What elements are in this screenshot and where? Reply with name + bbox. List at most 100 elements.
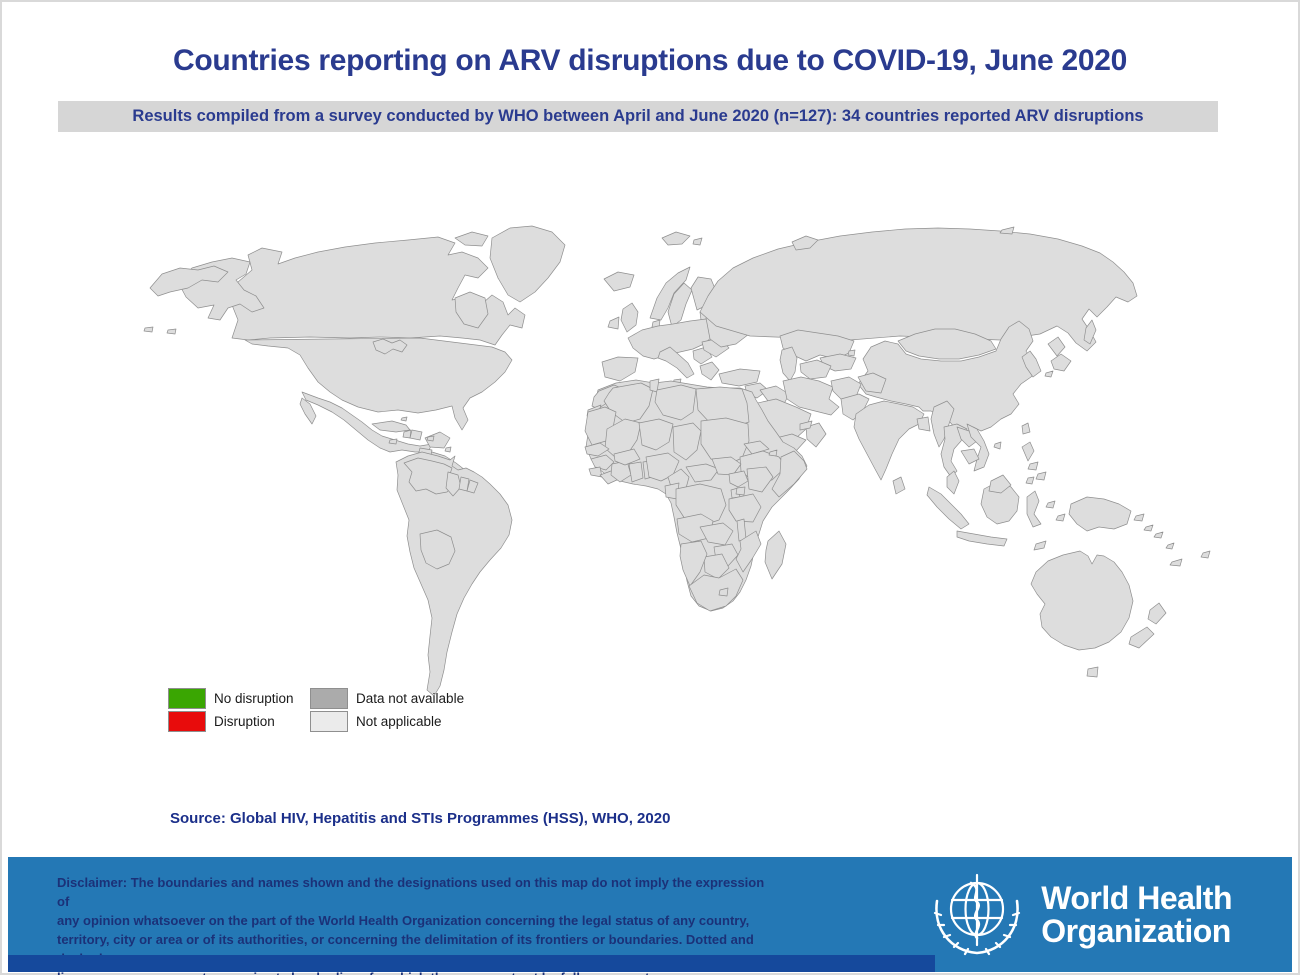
region-maluku xyxy=(1055,513,1066,522)
legend-item-not-applicable: Not applicable xyxy=(310,711,442,732)
region-puerto-rico xyxy=(426,435,435,442)
region-lesotho xyxy=(718,587,729,597)
who-wordmark-line1: World Health xyxy=(1041,880,1232,916)
region-dominican-republic xyxy=(409,429,423,441)
region-vanuatu xyxy=(1165,542,1175,550)
not-applicable-swatch xyxy=(310,711,348,732)
region-haiti xyxy=(402,429,412,439)
region-new-zealand xyxy=(1147,602,1167,625)
region-philippines xyxy=(1027,461,1039,471)
region-vietnam xyxy=(966,423,990,472)
source-line: Source: Global HIV, Hepatitis and STIs P… xyxy=(170,810,671,827)
region-new-britain xyxy=(1133,513,1145,522)
region-libya xyxy=(654,384,697,421)
region-sulawesi xyxy=(1026,490,1042,528)
region-yucatan xyxy=(424,431,451,449)
region-south-sudan xyxy=(711,456,742,476)
legend-label: Data not available xyxy=(356,691,465,706)
hudson-bay xyxy=(454,291,489,329)
legend-item-no-disruption: No disruption xyxy=(168,688,294,709)
disruption-swatch xyxy=(168,711,206,732)
region-japan xyxy=(1044,370,1054,378)
great-lakes xyxy=(372,338,408,355)
region-baja xyxy=(299,397,317,425)
region-guinea xyxy=(590,454,615,471)
legend-item-disruption: Disruption xyxy=(168,711,275,732)
world-map-svg xyxy=(143,225,1211,697)
region-borneo-north xyxy=(988,474,1012,494)
region-guyana xyxy=(445,471,462,497)
region-niger xyxy=(638,418,674,451)
region-hainan xyxy=(993,441,1002,450)
no-disruption-swatch xyxy=(168,688,206,709)
region-india xyxy=(853,400,925,481)
region-senegal xyxy=(584,442,610,457)
region-mexico xyxy=(301,391,433,453)
region-tajikistan-kashmir xyxy=(857,372,887,394)
region-java xyxy=(956,530,1008,547)
region-greenland xyxy=(489,225,566,303)
region-new-siberian-islands xyxy=(999,226,1015,235)
region-mozambique xyxy=(735,530,762,573)
region-sakhalin xyxy=(1083,319,1097,345)
region-tasmania xyxy=(1086,666,1099,678)
region-solomon-islands xyxy=(1153,531,1164,539)
region-cuba xyxy=(371,420,411,433)
region-egypt xyxy=(695,386,750,429)
who-wordmark: World Health Organization xyxy=(1041,882,1232,948)
region-uae xyxy=(799,420,813,431)
who-emblem-icon xyxy=(934,873,1021,956)
who-logo: World Health Organization xyxy=(927,867,1232,963)
region-greece xyxy=(699,361,720,381)
region-south-africa xyxy=(688,568,744,612)
region-burkina-faso xyxy=(613,448,641,466)
region-botswana xyxy=(703,553,730,580)
aral-sea xyxy=(847,349,856,357)
region-japan xyxy=(1050,353,1072,372)
footer-band: Disclaimer: The boundaries and names sho… xyxy=(8,857,1292,975)
region-philippines xyxy=(1035,471,1047,481)
footer-accent-strip xyxy=(8,955,935,972)
region-car xyxy=(685,463,720,483)
region-aleutians xyxy=(143,326,154,333)
region-ireland xyxy=(607,316,620,330)
region-japan xyxy=(1047,336,1066,357)
region-uganda xyxy=(728,470,749,488)
region-somalia xyxy=(771,450,808,498)
region-lesser-antilles xyxy=(444,446,452,453)
region-turkey xyxy=(718,368,761,387)
region-malaysia xyxy=(946,470,960,495)
region-dr-congo xyxy=(675,483,727,527)
region-djibouti xyxy=(768,449,778,457)
region-philippines xyxy=(1025,476,1035,485)
region-madagascar xyxy=(764,530,787,580)
region-canada-arctic xyxy=(454,231,489,247)
region-chukotka xyxy=(149,265,229,297)
region-novaya-zemlya xyxy=(791,235,819,251)
region-bolivia xyxy=(419,529,456,570)
region-tanzania xyxy=(728,493,762,523)
region-new-zealand xyxy=(1128,626,1155,649)
region-zambia xyxy=(699,522,734,546)
region-kenya xyxy=(746,466,774,493)
region-oman xyxy=(805,422,827,448)
region-philippines xyxy=(1021,441,1035,462)
region-china xyxy=(857,320,1040,435)
legend-label: No disruption xyxy=(214,691,294,706)
region-aleutians xyxy=(166,328,177,335)
region-mongolia xyxy=(897,328,997,360)
no-data-swatch xyxy=(310,688,348,709)
region-canada xyxy=(229,236,526,346)
region-norway xyxy=(649,266,691,321)
region-fiji xyxy=(1200,550,1211,559)
world-map xyxy=(65,150,1235,770)
region-chad xyxy=(672,422,702,461)
region-italy xyxy=(657,346,695,379)
region-myanmar xyxy=(930,400,955,448)
region-south-america xyxy=(395,451,513,697)
region-solomon-islands xyxy=(1143,524,1154,532)
region-central-europe xyxy=(627,318,717,360)
region-ghana xyxy=(628,461,644,483)
region-uk xyxy=(620,302,639,333)
